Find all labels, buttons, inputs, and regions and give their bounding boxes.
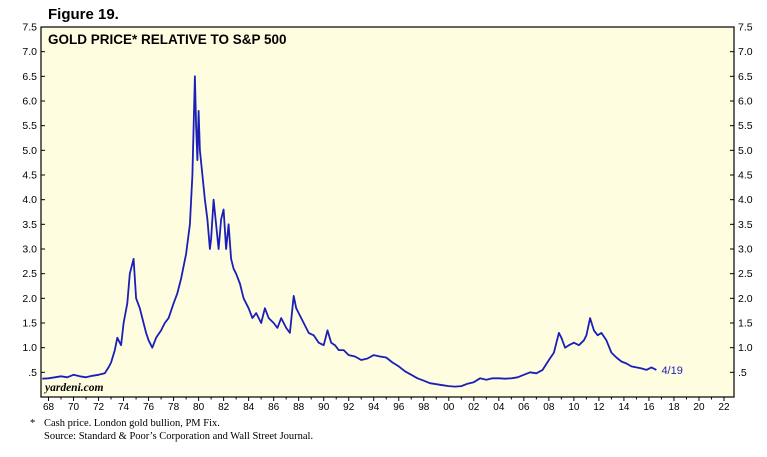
x-tick-label: 96	[393, 402, 405, 413]
x-tick-label: 00	[443, 402, 455, 413]
watermark-yardeni: yardeni.com	[43, 382, 104, 394]
y-tick-label-left: 2.0	[22, 293, 37, 305]
y-tick-label-right: 1.5	[738, 318, 753, 330]
x-tick-label: 02	[468, 402, 480, 413]
x-tick-label: 92	[343, 402, 355, 413]
y-tick-label-left: 6.0	[22, 96, 37, 108]
y-tick-label-right: 6.0	[738, 96, 753, 108]
y-tick-label-right: 4.0	[738, 194, 753, 206]
x-tick-label: 14	[618, 402, 630, 413]
y-tick-label-left: 1.5	[22, 318, 37, 330]
y-tick-label-left: 4.5	[22, 170, 37, 182]
x-tick-label: 78	[168, 402, 180, 413]
y-tick-label-left: 3.0	[22, 244, 37, 256]
x-tick-label: 88	[293, 402, 305, 413]
y-tick-label-left: 4.0	[22, 194, 37, 206]
x-tick-label: 04	[493, 402, 505, 413]
x-tick-label: 12	[593, 402, 605, 413]
y-tick-label-right: 6.5	[738, 71, 753, 83]
y-tick-label-right: 1.0	[738, 342, 753, 354]
end-label: 4/19	[661, 365, 682, 377]
y-tick-label-right: 5.5	[738, 120, 753, 132]
x-tick-label: 10	[568, 402, 580, 413]
y-tick-label-left: 5.5	[22, 120, 37, 132]
y-tick-label-left: 7.0	[22, 46, 37, 58]
y-tick-label-left: 7.5	[22, 22, 37, 34]
x-tick-label: 06	[518, 402, 530, 413]
series-line-gold-sp500	[42, 75, 657, 388]
y-tick-label-left: 6.5	[22, 71, 37, 83]
y-tick-label-left: 2.5	[22, 268, 37, 280]
y-tick-label-right: 3.0	[738, 244, 753, 256]
y-tick-label-right: 2.0	[738, 293, 753, 305]
x-tick-label: 82	[218, 402, 230, 413]
y-tick-label-left: 5.0	[22, 145, 37, 157]
y-axis-right: .5 1.0 1.5 2.0 2.5 3.0 3.5 4.0 4.5 5.0 5.5 6.0 6.5 7.…	[730, 22, 753, 379]
x-tick-label: 20	[693, 402, 705, 413]
footnote: * Cash price. London gold bullion, PM Fix…	[30, 417, 313, 443]
plot-frame	[40, 26, 735, 398]
x-tick-label: 16	[643, 402, 655, 413]
y-tick-label-left: 1.0	[22, 342, 37, 354]
footnote-line-2: Source: Standard & Poor’s Corporation an…	[44, 431, 314, 442]
x-tick-label: 18	[668, 402, 680, 413]
y-tick-label-right: .5	[738, 367, 747, 379]
y-tick-label-right: 5.0	[738, 145, 753, 157]
x-tick-label: 72	[93, 402, 105, 413]
y-axis-left: .5 1.0 1.5 2.0 2.5 3.0 3.5 4.0 4.5 5.0 5.5 6.0 6.5 7.…	[22, 22, 45, 379]
x-tick-label: 22	[718, 402, 730, 413]
footnote-line-1: Cash price. London gold bullion, PM Fix.	[44, 418, 220, 429]
y-tick-label-right: 4.5	[738, 170, 753, 182]
y-tick-label-left: 3.5	[22, 219, 37, 231]
y-tick-label-right: 3.5	[738, 219, 753, 231]
y-tick-label-right: 7.5	[738, 22, 753, 34]
x-tick-label: 74	[118, 402, 130, 413]
y-tick-label-right: 7.0	[738, 46, 753, 58]
x-tick-label: 76	[143, 402, 155, 413]
x-tick-label: 86	[268, 402, 280, 413]
x-tick-label: 90	[318, 402, 330, 413]
x-tick-label: 68	[43, 402, 55, 413]
x-tick-label: 08	[543, 402, 555, 413]
x-tick-label: 94	[368, 402, 380, 413]
figure-label: Figure 19.	[48, 6, 119, 23]
x-tick-label: 70	[68, 402, 80, 413]
footnote-star: *	[30, 418, 36, 429]
x-tick-label: 84	[243, 402, 255, 413]
y-tick-label-right: 2.5	[738, 268, 753, 280]
plot-area	[41, 27, 734, 397]
x-axis: 68 70 72 74 76 78 80 82 84 86 88 90 92 94 96 98 00 02 04 06…	[43, 397, 730, 413]
y-tick-label-left: .5	[28, 367, 37, 379]
x-tick-label: 98	[418, 402, 430, 413]
x-tick-label: 80	[193, 402, 205, 413]
chart-title: GOLD PRICE* RELATIVE TO S&P 500	[48, 32, 287, 47]
